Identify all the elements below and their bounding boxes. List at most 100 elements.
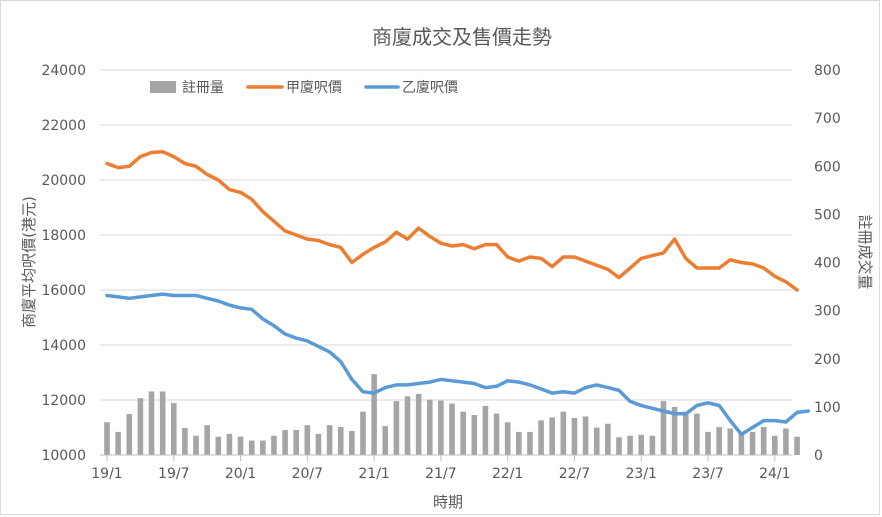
volume-bar: [716, 427, 722, 455]
volume-bar: [749, 431, 756, 455]
volume-bar: [516, 431, 522, 455]
legend-swatch-volume: [150, 81, 176, 93]
volume-bar: [293, 429, 300, 455]
volume-bar: [538, 420, 544, 455]
volume-bar: [137, 398, 144, 455]
x-tick-label: 23/1: [626, 466, 657, 482]
line-series: [105, 149, 810, 437]
volume-bar: [415, 393, 422, 455]
x-tick-label: 24/1: [759, 466, 790, 482]
legend-label-grade-b: 乙廈呎價: [402, 79, 458, 96]
y-left-tick-label: 24000: [41, 63, 86, 79]
y-left-tick-label: 10000: [41, 448, 86, 464]
legend: 註冊量 甲廈呎價 乙廈呎價: [150, 79, 458, 96]
volume-bar: [426, 399, 433, 455]
volume-bar: [794, 436, 800, 455]
volume-bar: [504, 422, 511, 455]
y-axis-left-title: 商廈平均呎價(港元): [20, 196, 38, 328]
x-axis: 19/1 19/7 20/1 20/7 21/1 21/7 22/1 22/7 23/1 23/7…: [91, 454, 792, 482]
legend-label-grade-a: 甲廈呎價: [286, 79, 342, 96]
chart-title: 商廈成交及售價走勢: [372, 25, 552, 49]
volume-bar: [282, 429, 288, 455]
volume-bar: [549, 417, 555, 455]
volume-bar: [582, 416, 589, 455]
volume-bar: [671, 406, 678, 455]
volume-bar: [148, 391, 155, 455]
x-tick-label: 21/1: [358, 466, 389, 482]
x-tick-label: 22/1: [492, 466, 523, 482]
y-right-tick-label: 300: [814, 304, 841, 320]
volume-bar: [438, 400, 444, 455]
y-axis-right-title: 註冊成交量: [856, 214, 874, 289]
x-tick-label: 20/7: [292, 466, 323, 482]
volume-bar: [760, 427, 767, 455]
x-tick-label: 20/1: [225, 466, 256, 482]
volume-bar: [204, 425, 210, 455]
volume-bar: [493, 413, 500, 455]
volume-bar: [605, 423, 611, 455]
volume-bar: [660, 401, 667, 455]
volume-bar: [393, 401, 400, 455]
y-right-tick-label: 800: [814, 63, 841, 79]
volume-bar: [360, 411, 366, 455]
volume-bar: [349, 430, 355, 455]
volume-bar: [783, 428, 789, 455]
x-tick-label: 19/7: [158, 466, 189, 482]
bar-series: [104, 374, 800, 455]
volume-bar: [527, 431, 533, 455]
volume-bar: [159, 391, 166, 455]
y-axis-right: 0 100 200 300 400 500 600 700 800: [814, 63, 841, 464]
x-tick-label: 19/1: [91, 466, 122, 482]
y-left-tick-label: 12000: [41, 393, 86, 409]
y-right-tick-label: 500: [814, 207, 841, 223]
x-tick-label: 23/7: [692, 466, 723, 482]
y-right-tick-label: 700: [814, 111, 841, 127]
volume-bar: [404, 396, 411, 455]
volume-bar: [627, 435, 633, 455]
volume-bar: [772, 435, 778, 455]
volume-bar: [237, 436, 244, 455]
volume-bar: [104, 422, 110, 455]
volume-bar: [560, 411, 567, 455]
x-tick-label: 22/7: [559, 466, 590, 482]
volume-bar: [738, 433, 745, 455]
y-right-tick-label: 600: [814, 159, 841, 175]
grade-a-price-line: [105, 149, 799, 292]
volume-bar: [226, 433, 233, 455]
y-left-tick-label: 16000: [41, 283, 86, 299]
y-right-tick-label: 0: [814, 448, 823, 464]
volume-bar: [193, 435, 199, 455]
volume-bar: [382, 426, 389, 455]
volume-bar: [682, 411, 689, 455]
grade-b-price-line: [105, 292, 810, 437]
volume-bar: [170, 403, 177, 455]
y-left-tick-label: 18000: [41, 228, 86, 244]
volume-bar: [326, 425, 333, 455]
legend-label-volume: 註冊量: [182, 80, 224, 96]
volume-bar: [126, 414, 133, 455]
y-right-tick-label: 400: [814, 256, 841, 272]
volume-bar: [260, 440, 266, 455]
volume-bar: [182, 428, 188, 455]
y-left-tick-label: 14000: [41, 338, 86, 354]
volume-bar: [304, 425, 311, 455]
volume-bar: [315, 433, 322, 455]
volume-bar: [694, 413, 700, 455]
volume-bar: [115, 431, 121, 455]
y-right-tick-label: 100: [814, 400, 841, 416]
x-tick-label: 21/7: [425, 466, 456, 482]
volume-bar: [727, 428, 734, 455]
volume-bar: [460, 411, 466, 455]
volume-bar: [337, 427, 344, 455]
volume-bar: [616, 437, 622, 455]
volume-bar: [571, 417, 578, 455]
volume-bar: [593, 427, 600, 455]
volume-bar: [482, 405, 489, 455]
volume-bar: [638, 434, 645, 455]
x-axis-title: 時期: [433, 493, 463, 511]
volume-bar: [248, 440, 255, 455]
volume-bar: [215, 436, 222, 455]
